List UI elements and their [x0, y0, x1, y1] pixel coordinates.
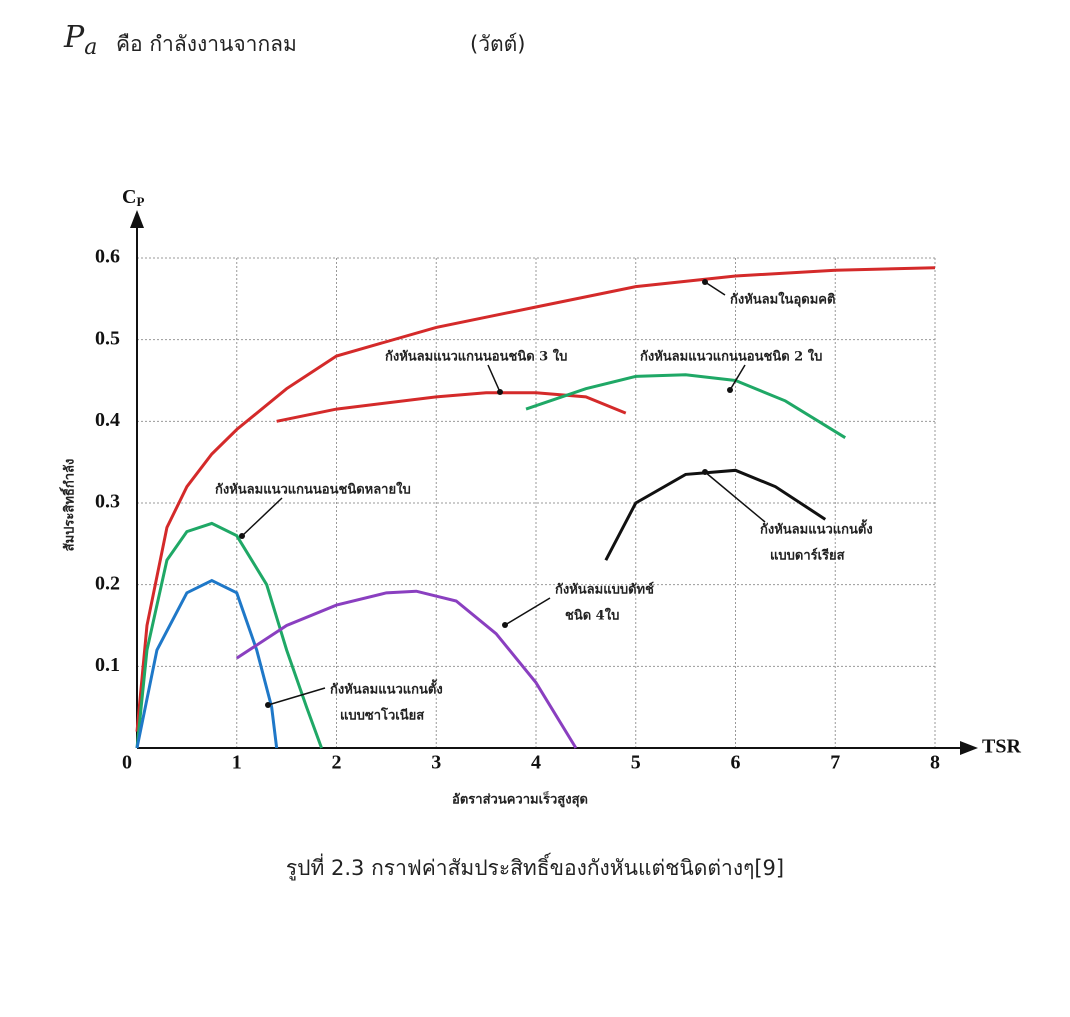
- label-arrow: [242, 498, 282, 536]
- curve-label: กังหันลมแนวแกนนอนชนิด 3 ใบ: [385, 348, 567, 365]
- curve: [277, 393, 626, 422]
- x-tick-label: 5: [631, 752, 641, 774]
- x-tick-label: 6: [731, 752, 741, 774]
- curve-label: ชนิด 4ใบ: [565, 607, 619, 624]
- arrow-head: [239, 533, 245, 539]
- label-arrow: [730, 365, 745, 390]
- curve-label: กังหันลมแนวแกนนอนชนิด 2 ใบ: [640, 348, 822, 365]
- label-arrow: [488, 365, 500, 392]
- arrow-head: [497, 389, 503, 395]
- curve: [526, 375, 845, 438]
- curve-label: แบบดาร์เรียส: [770, 548, 845, 564]
- x-axis-title: TSR: [982, 736, 1021, 758]
- curve-label: กังหันลมในอุดมคติ: [730, 291, 835, 308]
- y-axis-label: สัมประสิทธิ์กำลัง: [59, 459, 78, 552]
- arrow-head: [265, 702, 271, 708]
- y-axis-title-main: C: [122, 186, 136, 208]
- x-tick-label: 3: [431, 752, 441, 774]
- y-tick-label: 0.6: [95, 246, 120, 268]
- x-tick-label: 7: [830, 752, 840, 774]
- arrow-head: [502, 622, 508, 628]
- label-arrow: [705, 282, 725, 295]
- x-tick-label: 4: [531, 752, 541, 774]
- curve: [237, 591, 576, 748]
- curve: [606, 470, 825, 560]
- y-tick-label: 0.4: [95, 409, 120, 431]
- y-tick-label: 0.2: [95, 572, 120, 594]
- y-tick-label: 0.3: [95, 491, 120, 513]
- y-tick-label: 0.1: [95, 654, 120, 676]
- x-axis-label: อัตราส่วนความเร็วสูงสุด: [452, 790, 588, 808]
- page: Pa คือ กำลังงานจากลม (วัตต์) 0123456780.…: [0, 0, 1070, 1017]
- arrow-head: [702, 469, 708, 475]
- arrow-head: [727, 387, 733, 393]
- x-tick-label: 8: [930, 752, 940, 774]
- x-tick-label: 1: [232, 752, 242, 774]
- label-arrow: [505, 598, 550, 625]
- curve-label: กังหันลมแนวแกนตั้ง: [330, 679, 443, 698]
- curve-label: กังหันลมแบบดัทช์: [555, 582, 654, 598]
- y-axis-title-sub: P: [136, 194, 144, 209]
- curve-label: แบบซาโวเนียส: [340, 707, 424, 724]
- curve-label: กังหันลมแนวแกนตั้ง: [760, 519, 873, 538]
- label-arrow: [268, 688, 325, 705]
- x-tick-label: 2: [332, 752, 342, 774]
- x-axis-arrow: [960, 741, 978, 755]
- arrow-head: [702, 279, 708, 285]
- y-axis-arrow: [130, 210, 144, 228]
- y-tick-label: 0.5: [95, 327, 120, 349]
- curve-label: กังหันลมแนวแกนนอนชนิดหลายใบ: [215, 481, 411, 498]
- x-tick-label: 0: [122, 752, 132, 774]
- y-axis-title: CP: [122, 186, 144, 209]
- caption: รูปที่ 2.3 กราฟค่าสัมประสิทธิ์ของกังหันแ…: [0, 852, 1070, 885]
